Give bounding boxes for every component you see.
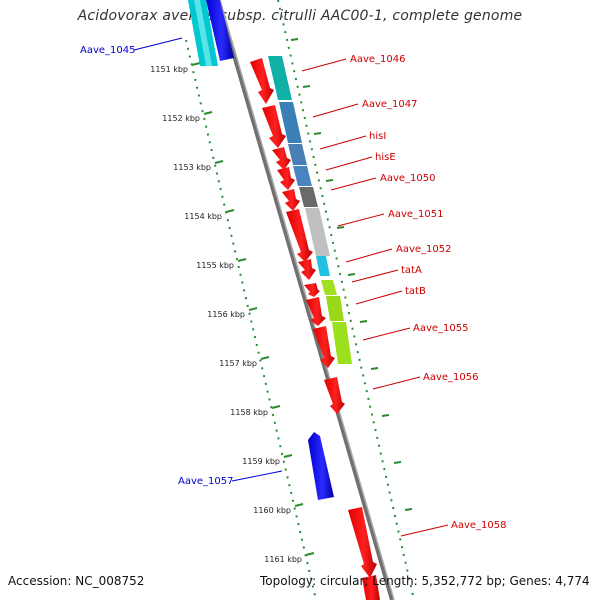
gene-label-aave-1052: Aave_1052: [396, 244, 452, 255]
feature-block-hise: [293, 166, 312, 186]
feature-block-aave-1051: [305, 208, 330, 256]
scale-label-1160: 1160 kbp: [253, 506, 291, 515]
leader-aave-1050: [330, 177, 377, 191]
inner-ticks: [290, 38, 413, 511]
cds-aave-1057: [308, 432, 334, 500]
leader-aave-1058: [400, 524, 449, 537]
cds-hisi: [272, 147, 291, 170]
scale-label-1158: 1158 kbp: [230, 408, 268, 417]
scale-label-1154: 1154 kbp: [184, 212, 222, 221]
cds-aave-1056: [324, 377, 345, 414]
scale-label-1161: 1161 kbp: [264, 555, 302, 564]
scale-label-1153: 1153 kbp: [173, 163, 211, 172]
cds-aave-1058-tail: [362, 575, 380, 600]
feature-block-hisi: [288, 144, 307, 165]
gene-label-hisi: hisI: [369, 131, 386, 142]
leader-tatb: [355, 290, 403, 305]
scale-ticks: [191, 62, 315, 556]
leader-aave-1051: [337, 213, 385, 227]
leader-aave-1047: [312, 103, 359, 118]
feature-block-aave-1046: [268, 56, 292, 100]
reverse-strand-cds: [206, 0, 334, 500]
accession-text: Accession: NC_008752: [8, 574, 145, 588]
leader-aave-1056: [372, 376, 421, 390]
gene-label-aave-1051: Aave_1051: [388, 209, 444, 220]
cds-aave-1047: [262, 105, 286, 148]
gene-label-aave-1055: Aave_1055: [413, 323, 469, 334]
feature-block-aave-1055: [332, 322, 352, 364]
cds-aave-1050: [282, 189, 300, 211]
leader-aave-1052: [345, 248, 393, 263]
scale-label-1156: 1156 kbp: [207, 310, 245, 319]
feature-block-tatb: [326, 296, 344, 321]
scale-label-1152: 1152 kbp: [162, 114, 200, 123]
scale-labels: 1151 kbp 1152 kbp 1153 kbp 1154 kbp 1155…: [150, 65, 302, 564]
feature-block-tata: [321, 280, 337, 295]
leader-aave-1046: [301, 58, 347, 72]
gene-label-aave-1058: Aave_1058: [451, 520, 507, 531]
forward-strand-cds: [250, 58, 380, 600]
feature-block-aave-1047: [279, 102, 302, 143]
leader-hisi: [319, 135, 367, 150]
gene-label-aave-1057: Aave_1057: [178, 476, 234, 487]
leader-tata: [351, 269, 399, 283]
leader-aave-1055: [362, 327, 411, 341]
map-title: Acidovorax avenae subsp. citrulli AAC00-…: [77, 8, 523, 24]
cds-tatb: [306, 297, 326, 326]
leader-aave-1057: [231, 470, 283, 482]
feature-block-aave-1052: [316, 256, 330, 276]
cds-aave-1045: [206, 0, 234, 61]
cds-hise: [277, 167, 295, 190]
feature-block-aave-1045-light: [194, 0, 212, 66]
cds-aave-1058: [348, 507, 377, 578]
scale-label-1151: 1151 kbp: [150, 65, 188, 74]
scale-label-1157: 1157 kbp: [219, 359, 257, 368]
cds-aave-1052: [298, 259, 316, 280]
gene-label-aave-1056: Aave_1056: [423, 372, 479, 383]
leader-hise: [325, 156, 373, 171]
gene-labels: Aave_1045 Aave_1046 Aave_1047 hisI hisE …: [80, 45, 507, 531]
gene-label-aave-1045: Aave_1045: [80, 45, 136, 56]
gene-label-tatb: tatB: [405, 286, 426, 297]
cds-tata: [304, 283, 320, 297]
cds-aave-1046: [250, 58, 274, 104]
gene-label-tata: tatA: [401, 265, 422, 276]
genome-summary-text: Topology: circular; Length: 5,352,772 bp…: [260, 574, 590, 588]
feature-block-aave-1050: [299, 187, 318, 207]
leader-aave-1045: [133, 37, 183, 51]
gene-label-aave-1050: Aave_1050: [380, 173, 436, 184]
cds-aave-1051: [286, 209, 313, 262]
gene-label-hise: hisE: [375, 152, 396, 163]
gene-label-aave-1046: Aave_1046: [350, 54, 406, 65]
scale-label-1155: 1155 kbp: [196, 261, 234, 270]
scale-label-1159: 1159 kbp: [242, 457, 280, 466]
inner-guide-line: [277, 0, 415, 600]
gene-label-aave-1047: Aave_1047: [362, 99, 418, 110]
leader-lines: [133, 37, 449, 537]
cds-aave-1055: [313, 326, 335, 368]
